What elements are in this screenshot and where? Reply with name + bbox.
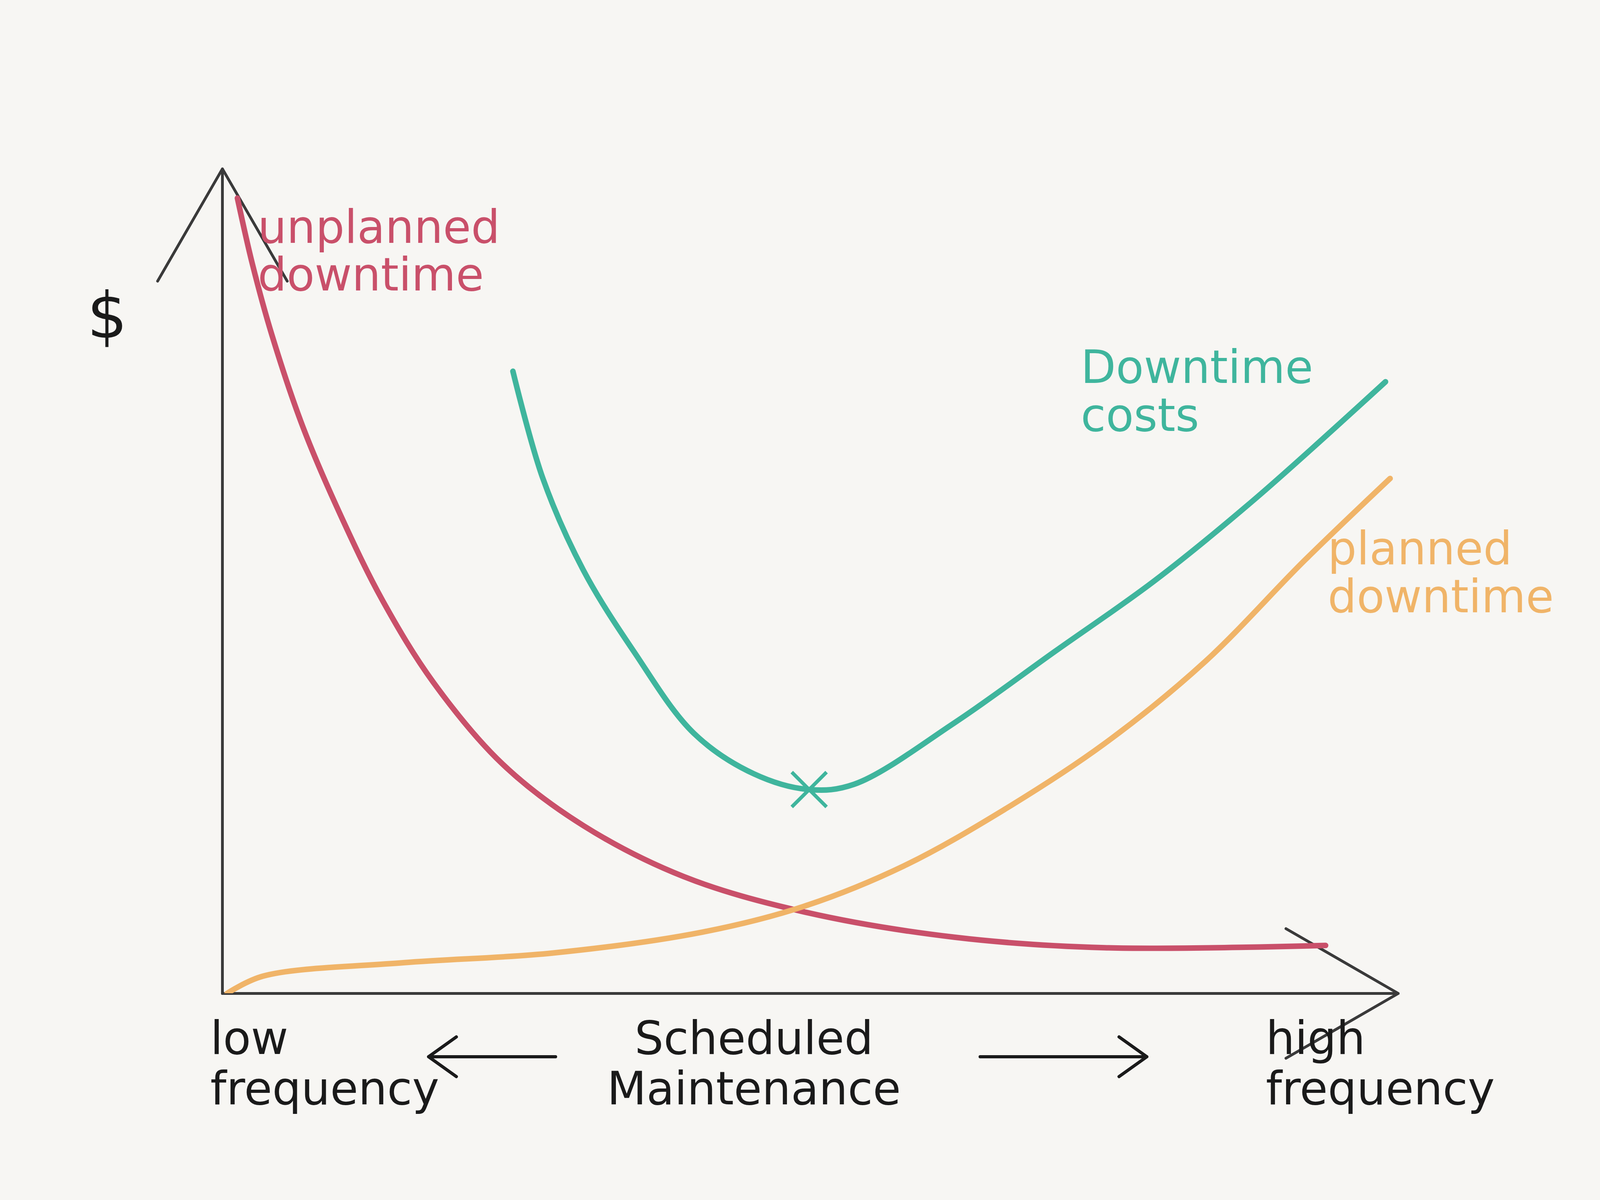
html-text:Scheduled Maintenance: Scheduled Maintenance <box>607 1011 901 1115</box>
html-text:high frequency: high frequency <box>1265 1011 1495 1115</box>
svg-text:unplanneddowntime: unplanneddowntime <box>257 200 500 302</box>
svg-text:Downtimecosts: Downtimecosts <box>1080 340 1314 442</box>
svg-text:planneddowntime: planneddowntime <box>1327 521 1554 624</box>
html-text:low frequency: low frequency <box>210 1011 440 1115</box>
svg-text:$: $ <box>86 278 128 353</box>
